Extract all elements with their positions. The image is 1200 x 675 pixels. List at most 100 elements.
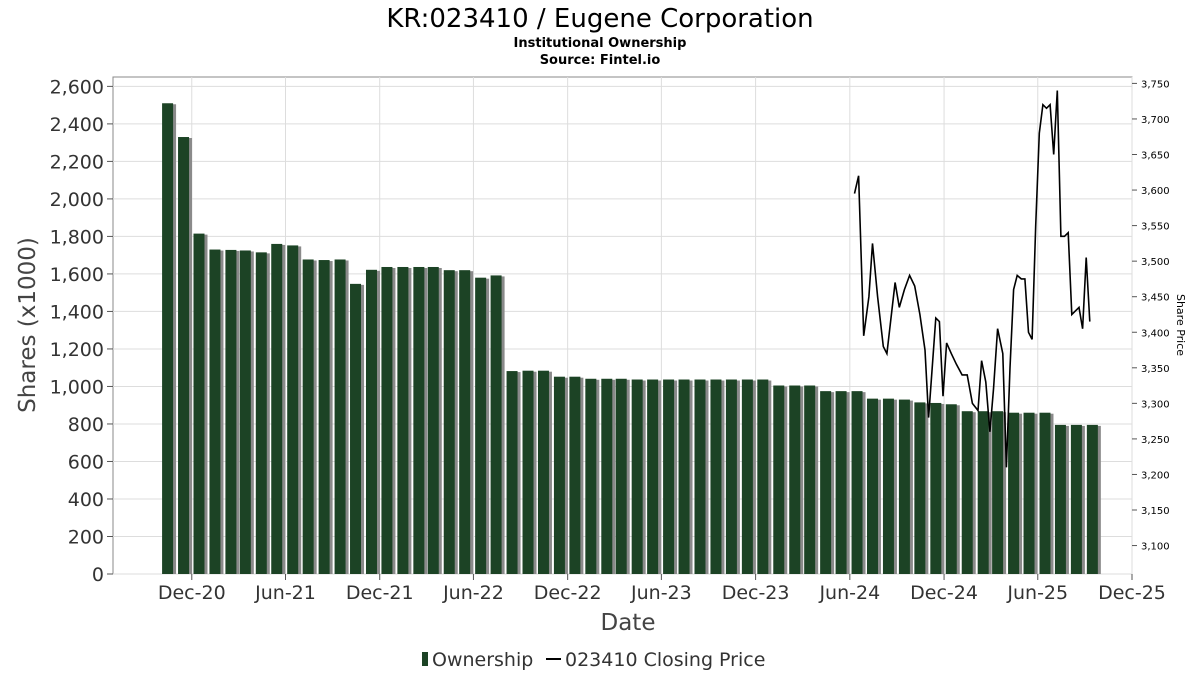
y-tick-label: 0 (92, 564, 104, 586)
ownership-bar (287, 245, 302, 574)
ownership-bar (710, 379, 725, 574)
bar (725, 379, 737, 574)
ownership-bar (162, 103, 177, 575)
y-tick-label: 600 (68, 451, 104, 473)
bar (992, 411, 1004, 574)
y2-tick-label: 3,250 (1141, 435, 1170, 446)
ownership-bar (350, 283, 365, 574)
y-tick-label: 2,400 (50, 114, 104, 136)
y-tick-label: 2,600 (50, 76, 104, 98)
y2-tick-label: 3,400 (1141, 328, 1170, 339)
ownership-bar (930, 402, 945, 574)
ownership-bar (866, 398, 881, 574)
ownership-bar (443, 270, 458, 574)
y2-tick-label: 3,450 (1141, 293, 1170, 304)
y-tick-label: 800 (68, 414, 104, 436)
ownership-bar (413, 266, 428, 574)
ownership-bar (365, 269, 380, 574)
bar (334, 259, 346, 574)
y2-axis-ticks: 3,100 3,150 3,200 3,250 3,300 3,350 3,400 3,450… (1132, 79, 1170, 553)
x-tick-label: Jun-21 (254, 582, 316, 604)
ownership-bars (162, 103, 1101, 575)
bar (522, 370, 534, 574)
bar (427, 266, 439, 574)
bar (569, 376, 581, 574)
x-axis-label: Date (601, 610, 656, 636)
bar (178, 137, 190, 575)
y2-tick-label: 3,550 (1141, 222, 1170, 233)
legend-price-label: 023410 Closing Price (565, 649, 765, 671)
y-tick-label: 1,200 (50, 339, 104, 361)
x-tick-label: Jun-25 (1006, 582, 1068, 604)
ownership-bar (804, 385, 819, 574)
bar (866, 398, 878, 574)
bar (365, 269, 377, 574)
ownership-bar (569, 376, 584, 574)
ownership-bar (992, 411, 1007, 574)
x-axis-ticks: Dec-20 Jun-21 Dec-21 Jun-22 Dec-22 Jun-23 Dec-… (158, 574, 1166, 604)
x-tick-label: Jun-22 (442, 582, 504, 604)
y2-tick-label: 3,350 (1141, 364, 1170, 375)
bar (601, 378, 613, 574)
x-tick-label: Dec-21 (346, 582, 414, 604)
bar (413, 266, 425, 574)
bar (255, 252, 267, 574)
ownership-bar (1039, 412, 1054, 574)
bar (945, 404, 957, 574)
bar (757, 379, 769, 574)
ownership-bar (318, 260, 333, 574)
ownership-bar (459, 270, 474, 574)
ownership-bar (1054, 424, 1069, 574)
ownership-bar (631, 379, 646, 574)
y-tick-label: 2,200 (50, 151, 104, 173)
bar (585, 378, 597, 574)
bar (350, 283, 362, 574)
ownership-bar (851, 391, 866, 574)
ownership-bar (209, 249, 224, 574)
ownership-bar (585, 378, 600, 574)
bar (1086, 424, 1098, 574)
bar (271, 243, 283, 574)
bar (162, 103, 174, 575)
ownership-bar (725, 379, 740, 574)
price-line-layer (853, 90, 1091, 468)
bar (835, 391, 847, 574)
ownership-bar (475, 277, 490, 574)
ownership-bar (914, 402, 929, 574)
y-axis-label: Shares (x1000) (15, 237, 41, 413)
bar (631, 379, 643, 574)
ownership-bar (334, 259, 349, 574)
y2-tick-label: 3,600 (1141, 186, 1170, 197)
ownership-bar (961, 411, 976, 574)
bar (1008, 412, 1020, 574)
ownership-bar (537, 370, 552, 574)
ownership-bar (193, 233, 208, 575)
y-tick-label: 1,600 (50, 264, 104, 286)
price-line (853, 90, 1091, 468)
y-tick-label: 1,400 (50, 301, 104, 323)
bar (930, 402, 942, 574)
y2-tick-label: 3,100 (1141, 542, 1170, 553)
ownership-bar (225, 249, 240, 574)
bar (397, 266, 409, 574)
y2-tick-label: 3,500 (1141, 257, 1170, 268)
y2-tick-label: 3,650 (1141, 151, 1170, 162)
ownership-bar (271, 243, 286, 574)
ownership-bar (977, 411, 992, 574)
y-tick-label: 1,800 (50, 226, 104, 248)
ownership-bar (506, 371, 521, 574)
ownership-bar (741, 379, 756, 574)
ownership-bar (663, 379, 678, 574)
bar (882, 398, 894, 574)
bar (647, 379, 659, 574)
bar (1070, 424, 1082, 574)
bar (773, 385, 785, 574)
bar (1023, 412, 1035, 574)
ownership-bar (397, 266, 412, 574)
ownership-bar (1008, 412, 1023, 574)
x-tick-label: Dec-20 (158, 582, 226, 604)
bar (961, 411, 973, 574)
ownership-bar (789, 385, 804, 574)
